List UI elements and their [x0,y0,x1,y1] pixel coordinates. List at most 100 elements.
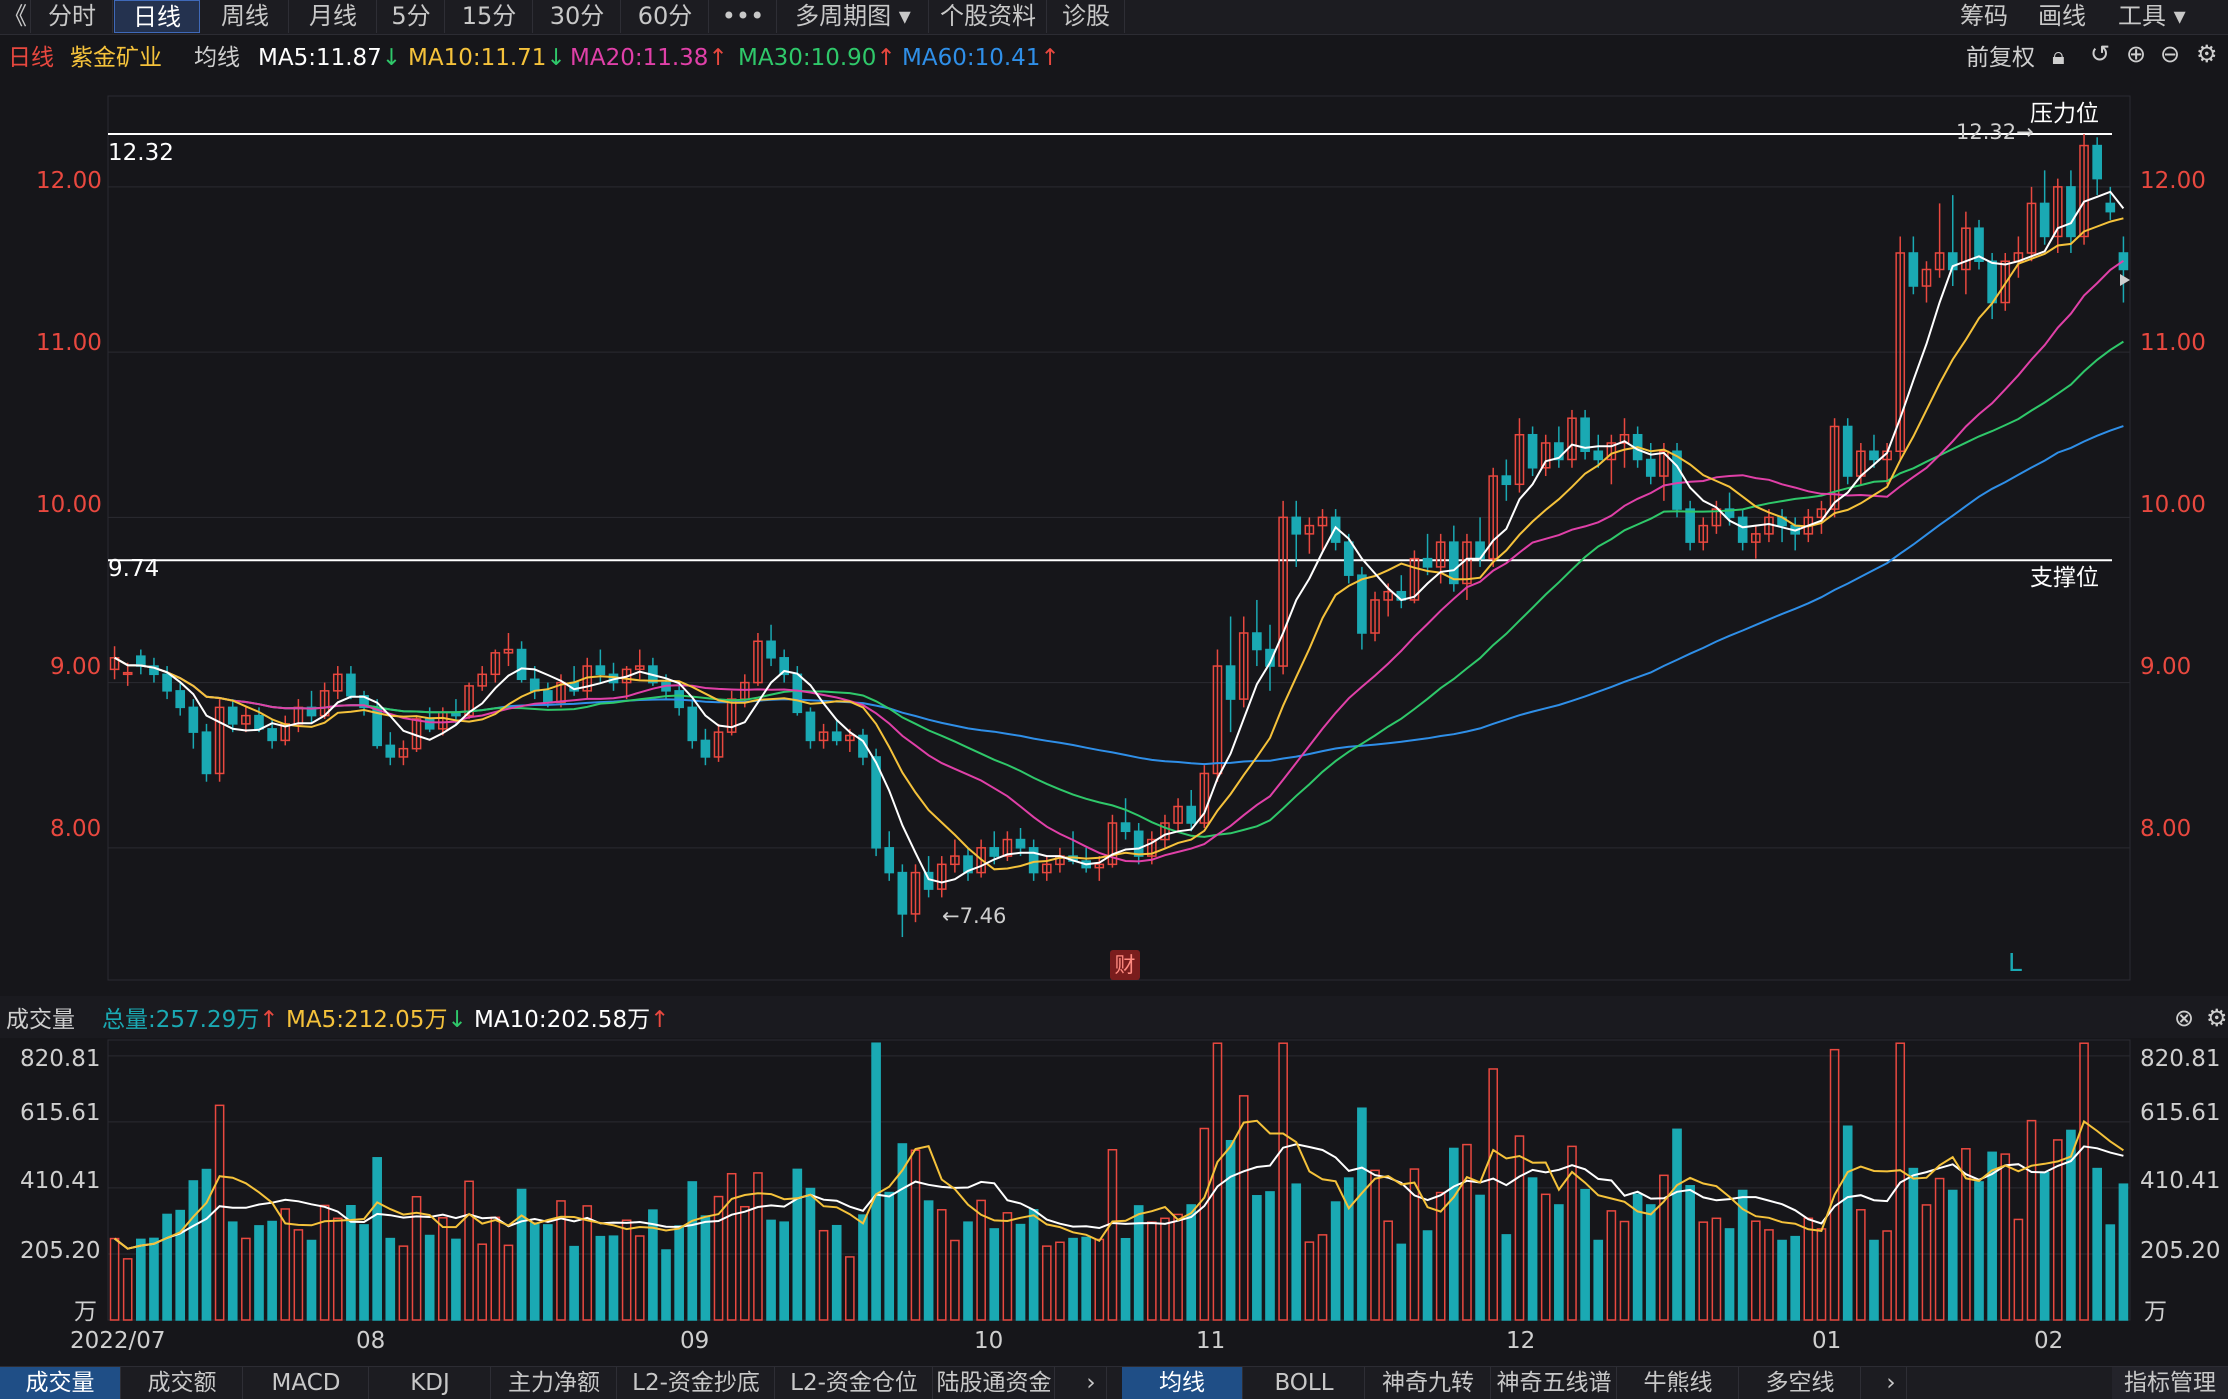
chips-button[interactable]: 筹码 [1960,2,2008,30]
candle-body [1685,508,1695,543]
period-tab[interactable]: 5分 [378,0,445,33]
overlay-tab[interactable]: 神奇九转 [1366,1367,1491,1399]
volume-bar [1947,1189,1958,1321]
indicator-tab[interactable]: KDJ [370,1367,491,1399]
candle-body [1225,665,1236,700]
volume-bar [1974,1181,1984,1321]
candle-body [818,731,829,742]
ma5-line [114,190,2125,884]
volume-bar [2026,1119,2037,1321]
overlay-tab[interactable]: 牛熊线 [1618,1367,1739,1399]
period-tab[interactable]: ••• [710,0,777,33]
overlay-tab[interactable]: 神奇五线谱 [1492,1367,1617,1399]
volume-ma10-line [113,1143,2124,1250]
candle-body [346,673,356,697]
settings-icon[interactable]: ⚙ [2196,40,2218,68]
indicator-tabs: 成交量 成交额 MACD KDJ 主力净额 L2-资金抄底 L2-资金仓位 陆股通资金 › 均… [0,1366,2228,1399]
indicator-tab[interactable]: 主力净额 [492,1367,617,1399]
candle-body [1842,425,1853,477]
undo-icon[interactable]: ↺ [2090,40,2111,68]
zoom-in-icon[interactable]: ⊕ [2126,40,2147,68]
overlay-tab[interactable]: 均线 [1122,1367,1243,1399]
candle-body [1278,516,1288,667]
volume-bar [503,1244,514,1321]
volume-bar [1737,1189,1748,1321]
candle-body [1593,450,1604,461]
candle-body [1567,417,1577,461]
volume-bar [608,1235,619,1321]
volume-bar [359,1224,369,1321]
settings-icon[interactable]: ⚙ [2206,1004,2228,1032]
volume-tick-left: 615.61 [20,1100,101,1126]
period-tab[interactable]: 30分 [534,0,621,33]
indicator-tab[interactable]: 陆股通资金 [934,1367,1055,1399]
price-pane-frame [107,95,2131,981]
volume-bar [1777,1239,1787,1321]
candle-body [1816,508,1827,519]
overlay-tab[interactable]: 多空线 [1740,1367,1861,1399]
period-tab[interactable]: 诊股 [1048,0,1125,33]
low-marker: ←7.46 [942,904,1007,928]
period-tab[interactable]: 15分 [446,0,533,33]
period-tab[interactable]: 分时 [32,0,113,33]
candle-body [1343,541,1354,576]
volume-bar [1068,1237,1078,1321]
lock-icon[interactable]: 🔒︎ [2052,42,2065,70]
volume-bar [792,1168,803,1321]
volume-bar [2079,1042,2089,1321]
volume-bar [2052,1139,2063,1321]
period-tab[interactable]: 周线 [202,0,289,33]
candle-body [1120,822,1131,833]
indicator-tab[interactable]: 成交量 [0,1367,121,1399]
tools-button[interactable]: 工具 ▾ [2118,2,2186,30]
candle-body [1711,508,1722,527]
volume-bar [2039,1172,2050,1321]
zoom-out-icon[interactable]: ⊖ [2160,40,2181,68]
l-marker[interactable]: L [2008,948,2022,977]
volume-bar [254,1225,264,1321]
candle-body [201,731,212,775]
adjust-label[interactable]: 前复权 [1966,45,2035,71]
period-tab[interactable]: 个股资料 [930,0,1047,33]
indicator-tab[interactable]: L2-资金抄底 [618,1367,775,1399]
close-icon[interactable]: ⊗ [2174,1004,2195,1032]
tabs-more-icon[interactable]: › [1876,1367,1907,1399]
volume-bar [1869,1239,1879,1321]
period-tab[interactable]: 多周期图 ▾ [778,0,929,33]
ma5-legend: MA5:11.87↓ [258,45,402,71]
indicator-tab[interactable]: MACD [244,1367,369,1399]
indicator-tab[interactable]: L2-资金仓位 [776,1367,933,1399]
candle-body [897,871,908,915]
finance-marker[interactable]: 财 [1110,950,1140,980]
candle-body [1422,557,1433,568]
candle-body [989,847,1000,857]
period-tab[interactable]: 日线 [114,0,200,33]
candle-body [1028,847,1039,874]
overlay-tab[interactable]: BOLL [1244,1367,1365,1399]
volume-bar [477,1243,488,1321]
volume-unit-left: 万 [74,1299,97,1325]
candle-body [1974,227,1984,262]
current-price-marker [2120,274,2130,286]
period-tab[interactable]: 月线 [290,0,377,33]
volume-bar [1698,1221,1709,1321]
candle-body [950,855,960,866]
candle-body [1672,450,1682,510]
draw-button[interactable]: 画线 [2038,2,2086,30]
back-icon[interactable]: 《 [0,0,31,33]
period-tab[interactable]: 60分 [622,0,709,33]
indicator-manage-button[interactable]: 指标管理 [2112,1367,2228,1399]
candle-body [1383,590,1393,601]
indicator-tab[interactable]: 成交额 [122,1367,243,1399]
volume-bar [241,1237,251,1321]
volume-bar [1133,1205,1144,1321]
volume-bar [1632,1193,1643,1321]
candle-body [792,673,803,714]
tabs-more-icon[interactable]: › [1076,1367,1107,1399]
candle-body [1015,838,1026,849]
volume-bar [543,1224,553,1321]
volume-bar [516,1188,527,1321]
candle-body [766,640,776,659]
volume-bar [319,1204,330,1321]
